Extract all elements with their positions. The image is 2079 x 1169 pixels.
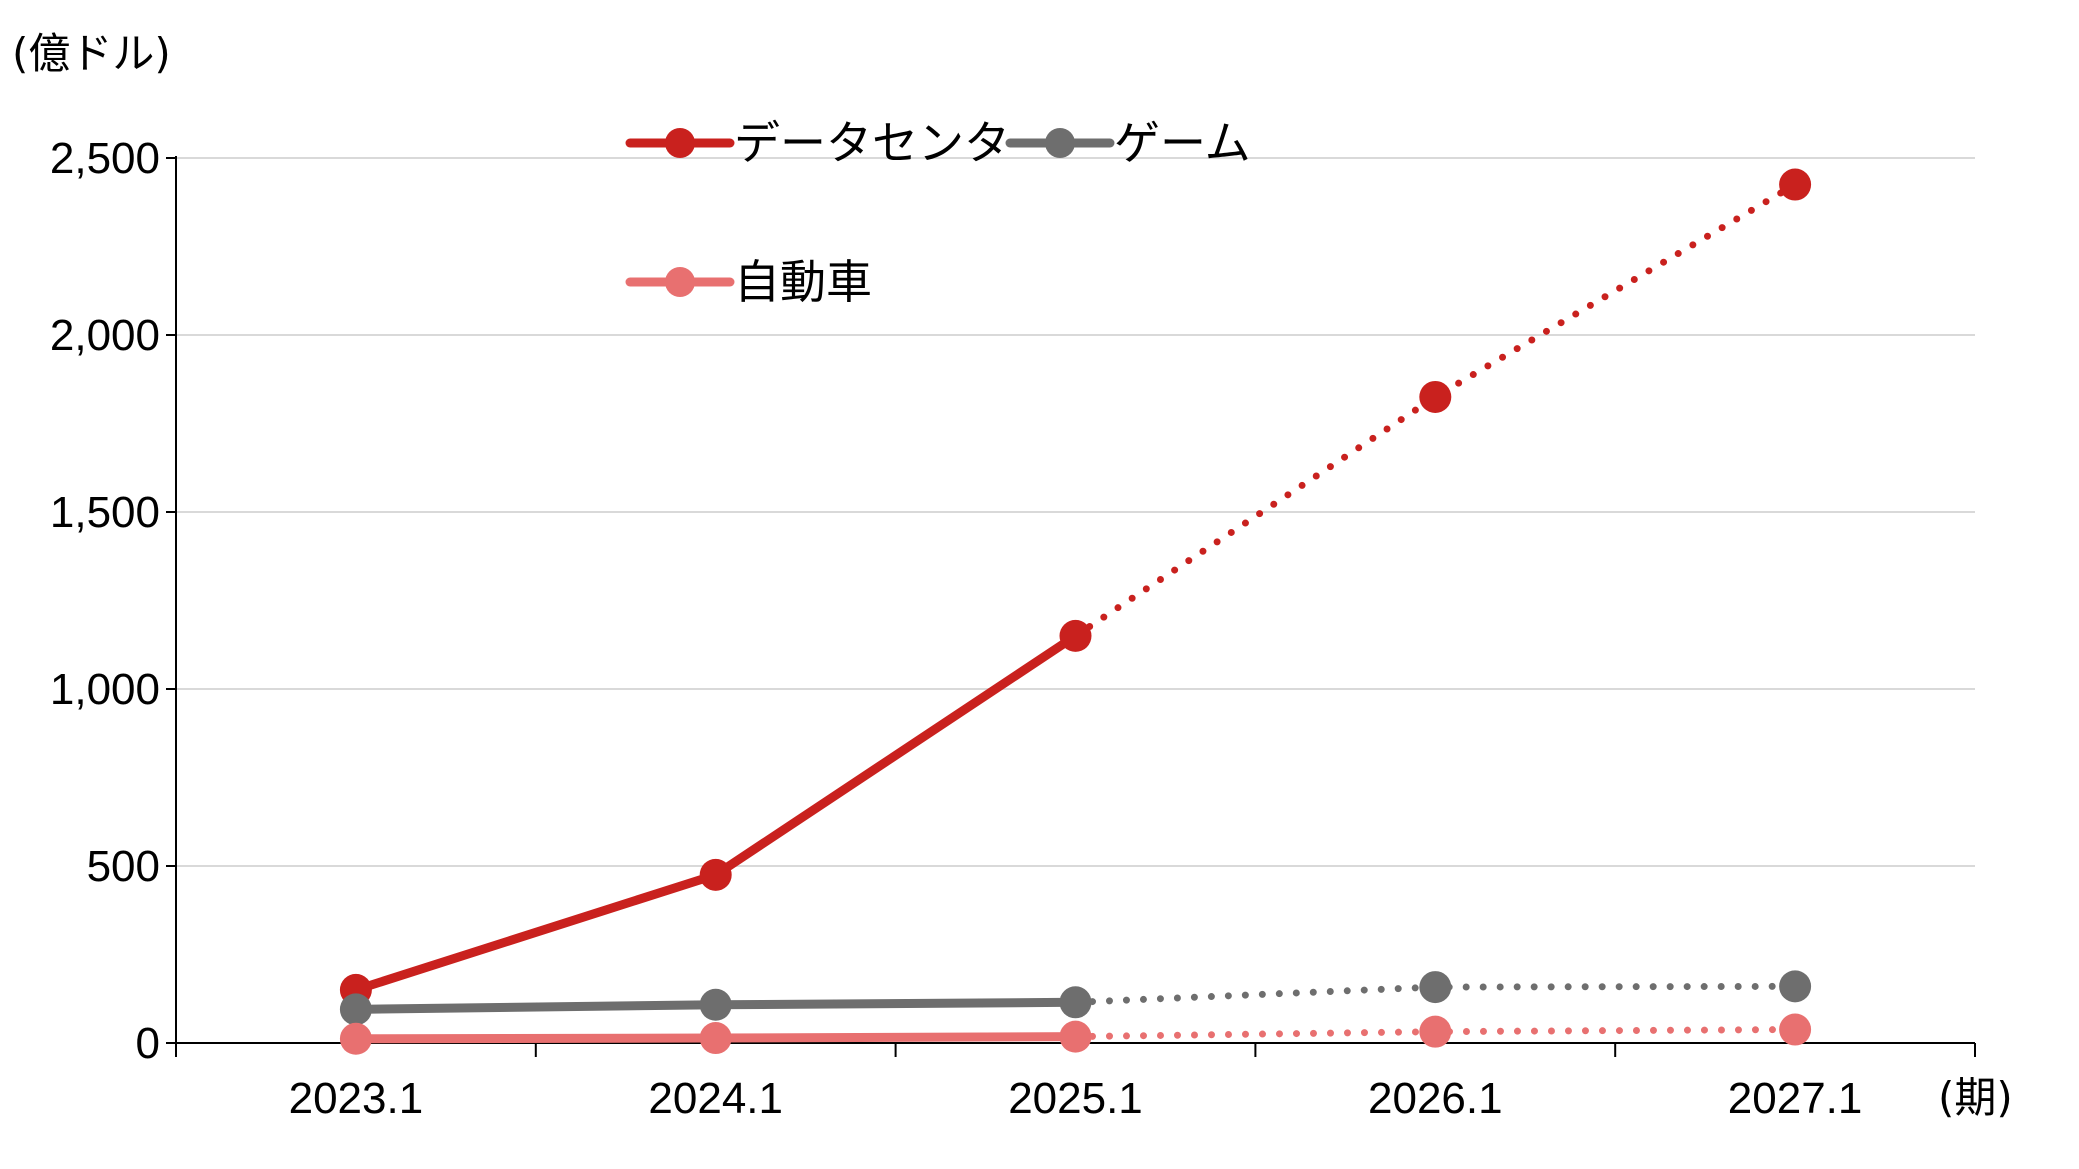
legend-marker	[665, 267, 695, 297]
legend-label: データセンター	[734, 116, 1056, 170]
data-point	[1059, 619, 1092, 652]
y-tick-label: 1,500	[50, 488, 160, 537]
x-tick-label: 2026.1	[1368, 1074, 1503, 1123]
gridlines	[176, 157, 1975, 867]
legend-marker	[1045, 128, 1075, 158]
x-tick-label: 2027.1	[1728, 1074, 1863, 1123]
data-point	[339, 1022, 372, 1055]
x-tick-label: 2023.1	[289, 1074, 424, 1123]
legend-item: 自動車	[625, 255, 872, 309]
y-tick-label: 2,000	[50, 311, 160, 360]
legend-marker	[665, 128, 695, 158]
y-tick-label: 2,500	[50, 134, 160, 183]
legend-label: ゲーム	[1114, 116, 1251, 170]
series-group	[339, 1013, 1812, 1055]
x-axis-unit-label: (期)	[1938, 1073, 2013, 1122]
data-point	[339, 993, 372, 1026]
series-group	[339, 168, 1812, 1006]
y-tick-label: 0	[136, 1019, 160, 1068]
legend-label: 自動車	[734, 255, 872, 309]
legend-item: ゲーム	[1005, 116, 1251, 170]
data-point	[699, 1022, 732, 1055]
series-group	[339, 970, 1812, 1026]
data-point	[1779, 168, 1812, 201]
data-point	[1419, 971, 1452, 1004]
data-point	[1059, 1020, 1092, 1053]
data-point	[699, 858, 732, 891]
legend-item: データセンター	[625, 116, 1056, 170]
data-point	[1779, 970, 1812, 1003]
data-point	[1419, 380, 1452, 413]
axes: 0 500 1,000 1,500 2,000 2,500 2023.1 2024.1 2025…	[50, 134, 1976, 1123]
data-point	[699, 988, 732, 1021]
x-tick-label: 2025.1	[1008, 1074, 1143, 1123]
y-tick-label: 500	[87, 842, 160, 891]
data-point	[1779, 1013, 1812, 1046]
x-tick-label: 2024.1	[648, 1074, 783, 1123]
data-point	[1059, 986, 1092, 1019]
series-lines	[339, 168, 1812, 1055]
y-axis-unit-label: (億ドル)	[12, 29, 171, 78]
data-point	[1419, 1015, 1452, 1048]
y-tick-label: 1,000	[50, 665, 160, 714]
